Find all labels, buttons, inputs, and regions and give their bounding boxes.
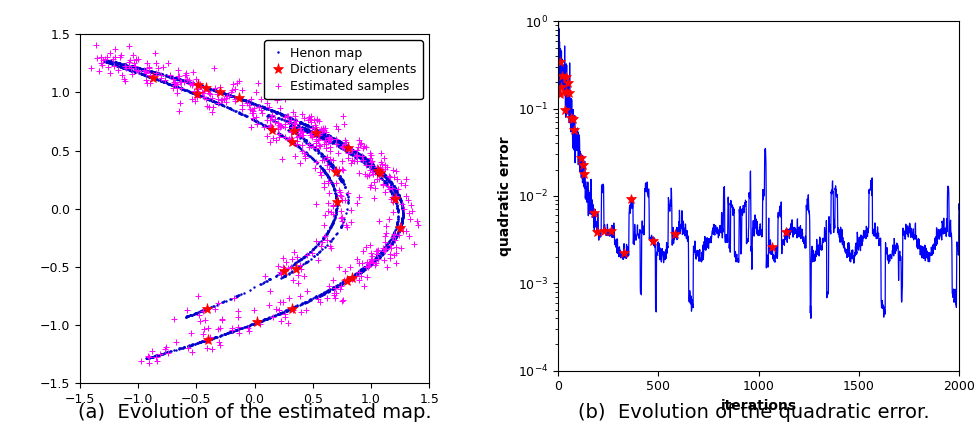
Estimated samples [119, 64, 131, 69]
Dictionary elements [202, 337, 214, 342]
Dictionary elements [393, 225, 405, 230]
Dictionary elements [266, 127, 278, 132]
Estimated samples [361, 264, 373, 269]
Henon map [385, 189, 397, 194]
Henon map [342, 144, 354, 150]
Dictionary elements [278, 268, 289, 273]
Dictionary elements [192, 83, 203, 88]
Henon map [385, 185, 397, 190]
Dictionary elements [286, 140, 297, 145]
Dictionary elements [310, 131, 322, 136]
Henon map [141, 356, 153, 361]
Dictionary elements [388, 197, 400, 202]
Henon map [99, 58, 111, 63]
Dictionary elements [330, 169, 341, 174]
X-axis label: iterations: iterations [720, 399, 796, 413]
Estimated samples [254, 107, 266, 112]
Line: Henon map: Henon map [104, 60, 403, 360]
Dictionary elements [200, 85, 212, 90]
Dictionary elements [288, 128, 299, 133]
Estimated samples [189, 88, 200, 93]
Legend: Henon map, Dictionary elements, Estimated samples: Henon map, Dictionary elements, Estimate… [264, 40, 422, 99]
Henon map [392, 193, 404, 198]
Dictionary elements [233, 95, 244, 101]
Henon map [298, 261, 310, 266]
Henon map [354, 153, 366, 158]
Text: (b)  Evolution of the quadratic error.: (b) Evolution of the quadratic error. [577, 403, 929, 422]
Dictionary elements [375, 171, 386, 176]
Estimated samples [143, 360, 155, 365]
Henon map [213, 101, 225, 106]
Dictionary elements [345, 275, 357, 280]
Dictionary elements [251, 320, 263, 325]
Line: Estimated samples: Estimated samples [87, 42, 421, 366]
Dictionary elements [372, 169, 383, 174]
Text: (a)  Evolution of the estimated map.: (a) Evolution of the estimated map. [77, 403, 431, 422]
Estimated samples [288, 121, 299, 126]
Line: Dictionary elements: Dictionary elements [147, 72, 405, 345]
Estimated samples [90, 43, 102, 48]
Dictionary elements [214, 89, 226, 94]
Dictionary elements [342, 145, 354, 150]
Dictionary elements [340, 279, 352, 284]
Henon map [172, 85, 184, 90]
Dictionary elements [147, 75, 158, 80]
Estimated samples [221, 93, 233, 98]
Dictionary elements [200, 306, 212, 311]
Dictionary elements [289, 267, 301, 272]
Dictionary elements [286, 306, 297, 311]
Estimated samples [323, 134, 334, 139]
Dictionary elements [191, 92, 202, 97]
Y-axis label: quadratic error: quadratic error [498, 136, 511, 256]
Dictionary elements [331, 200, 342, 205]
Estimated samples [374, 164, 385, 170]
